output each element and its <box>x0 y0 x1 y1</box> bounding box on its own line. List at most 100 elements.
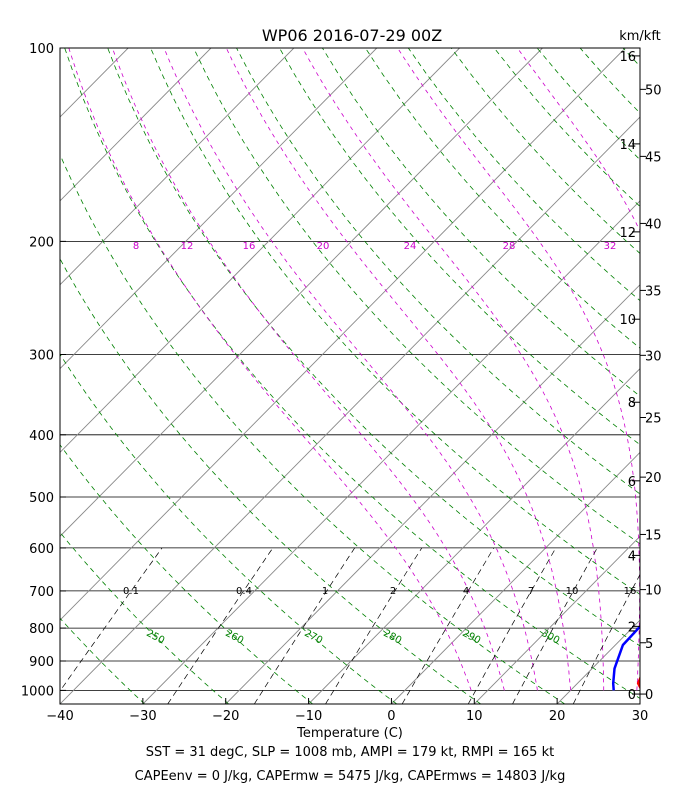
mixing-ratio-label: 1 <box>322 586 328 597</box>
mixing-ratio-line-0.1 <box>60 547 163 692</box>
dry-adiabat-310 <box>107 48 640 647</box>
isotherm-0 <box>391 451 640 704</box>
km-tick-label: 2 <box>628 620 636 635</box>
mixing-ratio-line-7 <box>467 547 557 704</box>
mixing-ratio-label: 2 <box>390 586 396 597</box>
isotherm--70 <box>60 48 460 454</box>
kft-tick-label: 30 <box>645 349 662 364</box>
x-tick-label: 0 <box>387 709 395 724</box>
dry-adiabat-350 <box>279 48 640 446</box>
mixing-ratio-lines <box>60 547 640 704</box>
pressure-tick-label: 500 <box>29 491 54 506</box>
kft-tick-label: 5 <box>645 637 653 652</box>
kft-tick-label: 40 <box>645 217 662 232</box>
kft-tick-label: 25 <box>645 412 662 427</box>
kft-tick-label: 20 <box>645 471 662 486</box>
dry-adiabat-250 <box>60 531 229 704</box>
moist-adiabat-36 <box>662 48 700 690</box>
mixing-ratio-line-1 <box>254 547 355 704</box>
isotherm--100 <box>60 48 212 202</box>
height-axis-label: km/kft <box>619 29 661 44</box>
x-axis-label: Temperature (C) <box>296 726 403 741</box>
km-tick-label: 14 <box>619 138 636 153</box>
km-tick-label: 6 <box>628 475 636 490</box>
pressure-tick-label: 200 <box>29 235 54 250</box>
isotherm--20 <box>225 284 640 704</box>
moist-adiabat-20 <box>225 48 571 691</box>
moist-adiabat-label: 28 <box>503 241 516 252</box>
kft-tick-label: 0 <box>645 688 653 703</box>
isotherm-lines <box>60 48 640 704</box>
isobar-lines <box>60 48 640 691</box>
moist-adiabat-28 <box>397 48 640 691</box>
pressure-tick-label: 900 <box>29 655 54 670</box>
dry-adiabat-260 <box>60 444 313 704</box>
mixing-ratio-line-10 <box>512 547 598 704</box>
footer-line-2: CAPEenv = 0 J/kg, CAPErmw = 5475 J/kg, C… <box>134 769 566 784</box>
moist-adiabat-12 <box>112 48 505 691</box>
moist-adiabat-lines <box>68 48 700 691</box>
chart-title: WP06 2016-07-29 00Z <box>262 26 442 45</box>
km-tick-label: 8 <box>628 396 636 411</box>
mixing-ratio-label: 4 <box>463 586 469 597</box>
dry-adiabat-label: 270 <box>302 628 324 647</box>
mixing-ratio-label: 0.4 <box>236 586 252 597</box>
isotherm--50 <box>60 48 626 621</box>
dry-adiabat-240 <box>60 617 145 704</box>
dry-adiabat-label: 250 <box>144 628 166 647</box>
axes: −40 −30 −20 −10 0 10 20 30100090080070060050040… <box>21 42 662 724</box>
x-tick-label: −40 <box>46 709 73 724</box>
moist-adiabat-24 <box>302 48 605 691</box>
kft-tick-label: 50 <box>645 83 662 98</box>
isotherm--60 <box>60 48 543 537</box>
kft-tick-label: 15 <box>645 529 662 544</box>
sounding-profiles <box>611 624 640 691</box>
isotherm--80 <box>60 48 378 370</box>
isotherm-10 <box>473 535 640 704</box>
mixing-ratio-label: 7 <box>528 586 534 597</box>
dry-adiabat-lines <box>60 48 700 704</box>
mixing-ratio-line-2 <box>325 547 423 704</box>
pressure-tick-label: 300 <box>29 349 54 364</box>
dry-adiabat-400 <box>493 48 640 208</box>
moist-adiabat-label: 20 <box>317 241 330 252</box>
moist-adiabat-label: 16 <box>243 241 256 252</box>
x-tick-label: −10 <box>295 709 322 724</box>
pressure-tick-label: 800 <box>29 622 54 637</box>
dry-adiabat-360 <box>322 48 640 397</box>
dry-adiabat-380 <box>407 48 640 302</box>
dry-adiabat-370 <box>365 48 640 349</box>
footer-line-1: SST = 31 degC, SLP = 1008 mb, AMPI = 179… <box>145 745 555 760</box>
dry-adiabat-270 <box>60 353 397 704</box>
mixing-ratio-label: 0.1 <box>123 586 139 597</box>
x-tick-label: 10 <box>466 709 483 724</box>
kft-tick-label: 10 <box>645 584 662 599</box>
dry-adiabat-290 <box>60 153 565 704</box>
moist-adiabat-label: 8 <box>133 241 139 252</box>
dry-adiabat-230 <box>60 702 61 704</box>
kft-tick-label: 35 <box>645 284 662 299</box>
km-tick-label: 4 <box>628 549 636 564</box>
dry-adiabat-320 <box>150 48 640 595</box>
dry-adiabat-330 <box>193 48 640 545</box>
mixing-ratio-line-16 <box>572 573 640 704</box>
isotherm--40 <box>60 116 640 704</box>
mixing-ratio-label: 10 <box>566 586 579 597</box>
x-tick-label: 20 <box>549 709 566 724</box>
dry-adiabat-280 <box>60 258 481 704</box>
plot-frame <box>59 47 641 705</box>
moist-adiabat-16 <box>163 48 538 691</box>
isotherm--110 <box>60 48 129 118</box>
km-tick-label: 0 <box>628 688 636 703</box>
mixing-ratio-line-4 <box>401 547 495 704</box>
moist-adiabat-label: 12 <box>181 241 194 252</box>
isotherm--30 <box>142 200 640 704</box>
dry-adiabat-300 <box>64 48 640 699</box>
dewpoint-profile-line <box>611 624 640 691</box>
isotherm-30 <box>639 703 640 704</box>
km-tick-label: 12 <box>619 226 636 241</box>
dry-adiabat-440 <box>666 48 700 704</box>
km-tick-label: 16 <box>619 50 636 65</box>
